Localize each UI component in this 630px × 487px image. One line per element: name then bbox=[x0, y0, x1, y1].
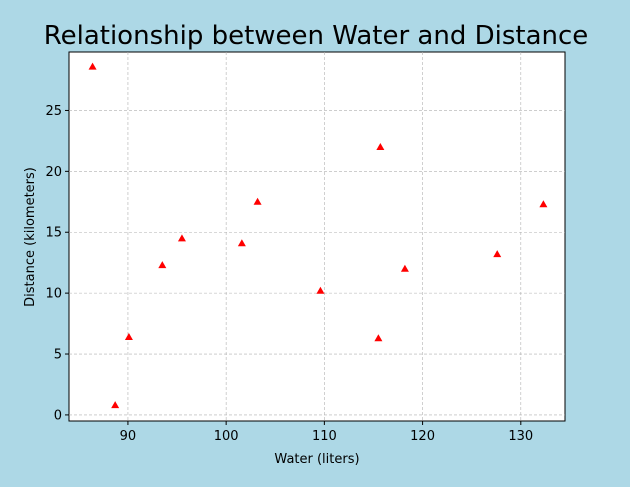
y-tick-label: 5 bbox=[54, 348, 62, 363]
axis-ticks: 90 100 110 120 130 0 5 10 15 20 25 bbox=[45, 104, 533, 444]
y-tick-label: 10 bbox=[45, 287, 62, 302]
x-tick-label: 110 bbox=[312, 429, 337, 444]
data-point bbox=[124, 332, 133, 340]
chart-title: Relationship between Water and Distance bbox=[44, 21, 589, 51]
y-tick-label: 20 bbox=[45, 165, 62, 180]
data-point bbox=[88, 62, 97, 70]
data-point bbox=[376, 142, 385, 150]
data-point bbox=[400, 264, 409, 272]
data-point bbox=[158, 261, 167, 269]
data-point bbox=[237, 239, 246, 247]
y-tick-label: 25 bbox=[45, 104, 62, 119]
data-point bbox=[316, 286, 325, 294]
x-tick-label: 100 bbox=[214, 429, 239, 444]
y-axis-label: Distance (kilometers) bbox=[23, 167, 38, 307]
x-axis-label: Water (liters) bbox=[274, 452, 359, 467]
data-point bbox=[539, 200, 548, 208]
data-point bbox=[111, 401, 120, 409]
data-point bbox=[177, 234, 186, 242]
data-point bbox=[253, 197, 262, 205]
data-point bbox=[493, 250, 502, 258]
data-point bbox=[374, 334, 383, 342]
data-points bbox=[88, 62, 548, 409]
x-tick-label: 90 bbox=[120, 429, 137, 444]
y-tick-label: 0 bbox=[54, 408, 62, 423]
x-tick-label: 120 bbox=[410, 429, 435, 444]
plot-area bbox=[68, 51, 566, 422]
x-tick-label: 130 bbox=[508, 429, 533, 444]
y-tick-label: 15 bbox=[45, 226, 62, 241]
